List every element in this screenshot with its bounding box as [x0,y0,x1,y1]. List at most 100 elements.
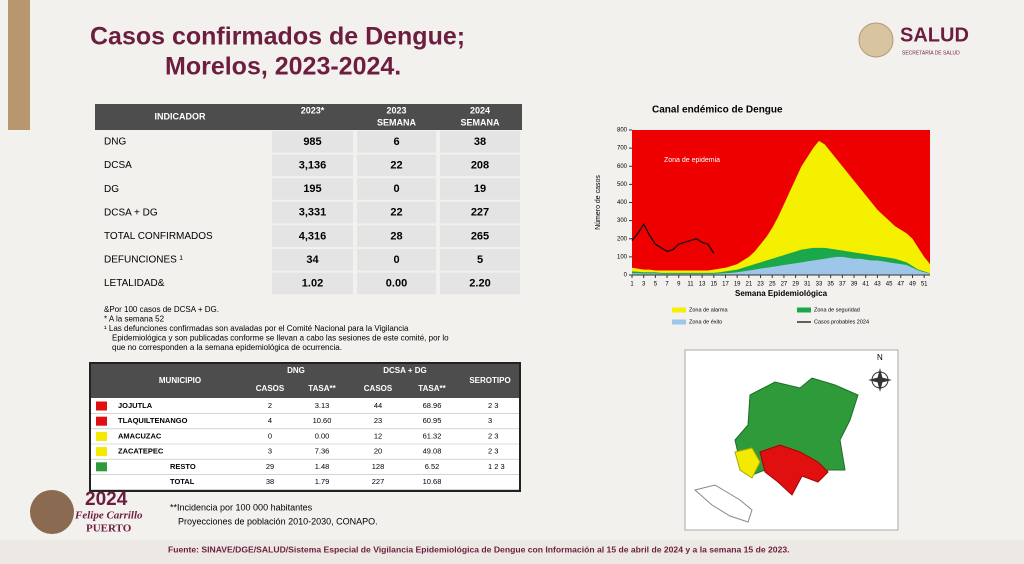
cell: 4 [268,416,272,425]
bottom-note: Proyecciones de población 2010-2030, CON… [178,516,378,526]
y-tick-label: 200 [617,236,628,242]
cell-bg [440,178,520,200]
x-tick-label: 29 [792,282,799,288]
cell: 68.96 [423,401,442,410]
cell: 10.68 [423,477,442,486]
table-header [95,104,522,130]
area [632,256,930,275]
cell-bg [440,201,520,224]
y-tick-label: 100 [617,254,628,260]
y-tick-label: 500 [617,182,628,188]
cell-bg [272,154,353,177]
row-label: DCSA [104,160,132,171]
logo-year: 2024 [85,489,128,510]
cell-bg [272,249,353,271]
x-tick-label: 35 [827,282,834,288]
y-tick-label: 600 [617,164,628,170]
swatch [96,431,107,441]
x-tick-label: 23 [757,282,764,288]
logo-name: Felipe Carrillo [74,510,143,522]
row-label: JOJUTLA [118,401,153,410]
cell: 1.48 [315,462,330,471]
cell-bg [440,131,520,153]
legend-swatch [672,319,686,325]
header-cell: INDICADOR [155,111,206,121]
annotation: Zona de epidemia [664,157,720,164]
legend-swatch [672,307,686,313]
swatch [96,462,107,472]
side-strip [8,0,30,130]
cell: 5 [477,254,483,266]
legend-label: Casos probables 2024 [814,319,869,325]
cell: 3 [488,416,492,425]
row-label: DEFUNCIONES ¹ [104,255,184,266]
map: N [693,353,892,523]
map-red [759,444,829,496]
logo-text: SALUD [900,24,969,46]
row-label: DG [104,184,119,195]
area [632,140,930,275]
cell-bg [440,154,520,177]
cell-bg [357,131,436,153]
header-cell: DCSA + DG [383,366,427,375]
header-cell: CASOS [364,384,393,393]
cell-bg [272,201,353,224]
notes: &Por 100 casos de DCSA + DG.* A la seman… [104,305,449,352]
cell: 2 3 [488,431,498,440]
note: Epidemiológica y son publicadas conforme… [112,334,449,343]
cell: 49.08 [423,447,442,456]
header-cell: 2023 [386,105,406,115]
cell: 10.60 [313,416,332,425]
header-cell: SEMANA [460,117,500,127]
cell-bg [357,249,436,271]
row-label: LETALIDAD& [104,278,165,289]
title: Casos confirmados de Dengue; [90,23,465,51]
cell: 2.20 [469,278,490,290]
header-cell: MUNICIPIO [159,376,201,385]
line [631,222,715,254]
cell: 2 3 [488,447,498,456]
footer: Fuente: SINAVE/DGE/SALUD/Sistema Especia… [168,544,790,554]
cell: 3,136 [299,160,327,172]
bottom-note: **Incidencia por 100 000 habitantes [170,502,313,512]
header-cell: SEMANA [377,117,417,127]
x-tick-label: 51 [921,282,928,288]
x-tick-label: 15 [710,282,717,288]
cell-bg [357,225,436,247]
x-tick-label: 39 [851,282,858,288]
legend-label: Zona de seguridad [814,307,860,313]
row-label: DNG [104,137,126,148]
row-label: TOTAL [170,477,195,486]
footer-bar [0,540,1024,564]
header-cell: CASOS [256,384,285,393]
compass [868,368,892,392]
x-axis-label: Semana Epidemiológica [735,289,828,298]
x-tick-label: 5 [654,282,658,288]
cell: 2 [268,401,272,410]
swatch [96,416,107,426]
y-tick-label: 0 [624,273,628,279]
legend-label: Zona de éxito [689,319,722,325]
swatch [96,447,107,457]
cell: 61.32 [423,431,442,440]
x-tick-label: 43 [874,282,881,288]
cell: 6.52 [425,462,440,471]
note: ¹ Las defunciones confirmadas son avalad… [104,324,409,333]
header-cell: 2023* [301,105,325,115]
cell: 22 [390,207,402,219]
logo-2024: 2024 Felipe Carrillo PUERTO [30,489,143,535]
header-cell: TASA** [418,384,446,393]
logo-emblem [858,22,894,58]
cell-bg [357,178,436,200]
cell: 208 [471,160,489,172]
y-axis-label: Número de casos [595,175,602,230]
cell: 23 [374,416,382,425]
cell: 227 [372,477,385,486]
cell: 19 [474,183,486,195]
cell: 2 3 [488,401,498,410]
cell-bg [357,154,436,177]
cell: 28 [390,230,402,242]
municipality-table: MUNICIPIO DNG DCSA + DG SEROTIPO CASOS CASOS T… [89,362,521,492]
header-cell: DNG [287,366,305,375]
